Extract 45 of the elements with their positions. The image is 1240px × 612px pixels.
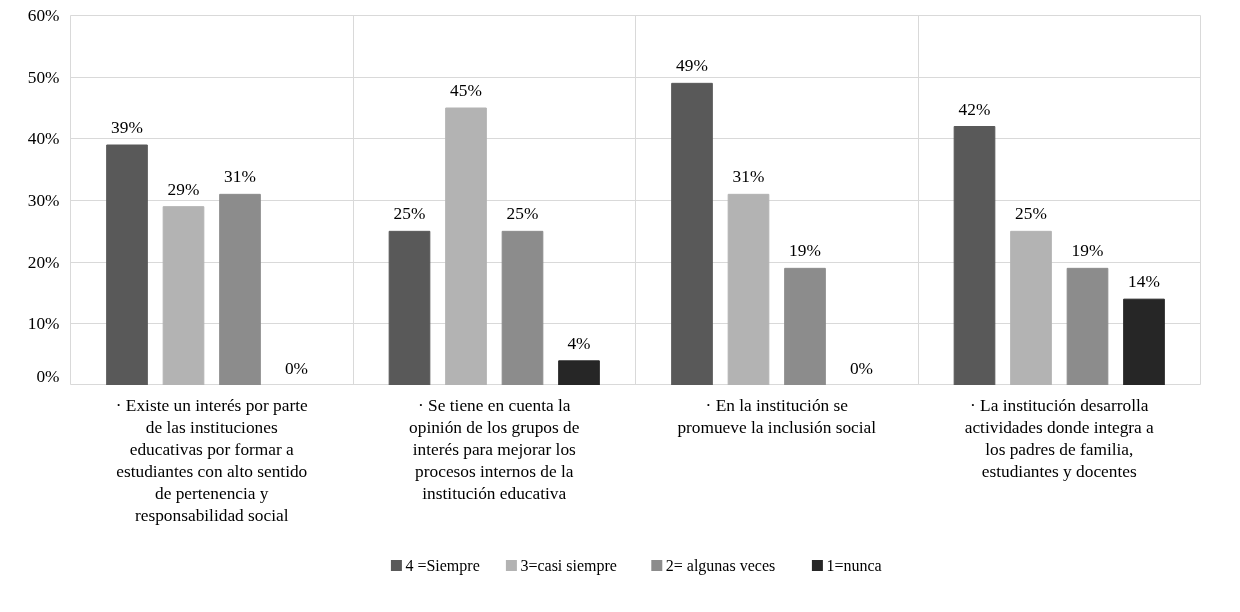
data-label: 4% [567,333,591,353]
legend-label: 4 =Siempre [405,557,480,575]
bar [784,267,826,385]
bar [501,230,544,385]
y-tick-label: 40% [27,129,60,149]
bar [1123,298,1165,385]
y-tick-label: 50% [27,67,60,87]
data-label: 31% [732,167,765,187]
bar [106,144,148,385]
data-label: 45% [450,81,482,100]
data-label: 29% [167,179,200,199]
bar [1010,230,1052,385]
bar [953,126,996,385]
bar [558,360,600,385]
data-label: 19% [1071,241,1104,261]
bar [388,230,431,385]
data-label: 25% [393,204,426,224]
bar [671,82,713,385]
y-tick-label: 20% [27,252,60,272]
x-tick-label: · La institución desarrolla actividades donde integra a los padres de familia, estudiantes y docentes [964,395,1155,481]
data-label: 25% [506,204,539,224]
y-tick-label: 60% [27,6,60,25]
data-label: 0% [849,358,874,378]
data-label: 0% [284,358,309,378]
data-label: 39% [111,118,143,137]
data-label: 31% [224,167,256,187]
data-label: 25% [1015,204,1047,224]
data-label: 14% [1128,272,1160,292]
legend-label: 2= algunas veces [665,557,776,575]
legend-label: 1=nunca [826,557,882,574]
y-tick-label: 0% [36,366,60,386]
bar [727,193,770,385]
bar [445,107,487,385]
legend-label: 3=casi siempre [520,557,617,575]
y-tick-label: 30% [27,191,60,210]
bar [162,206,205,385]
bar [219,193,261,385]
bar [1066,267,1109,385]
data-label: 42% [958,99,991,119]
x-tick-label: · Existe un interés por parte de las instituciones educativas por formar a estudiantes con alto sentido de pertenencia y responsabilidad social [115,395,309,525]
x-tick-label: · En la institución se promueve la inclusión social [677,395,877,437]
data-label: 49% [676,56,708,76]
data-label: 19% [789,241,821,261]
x-tick-label: · Se tiene en cuenta la opinión de los grupos de interés para mejorar los procesos internos de la institución educativa [409,395,580,503]
y-tick-label: 10% [27,314,60,334]
